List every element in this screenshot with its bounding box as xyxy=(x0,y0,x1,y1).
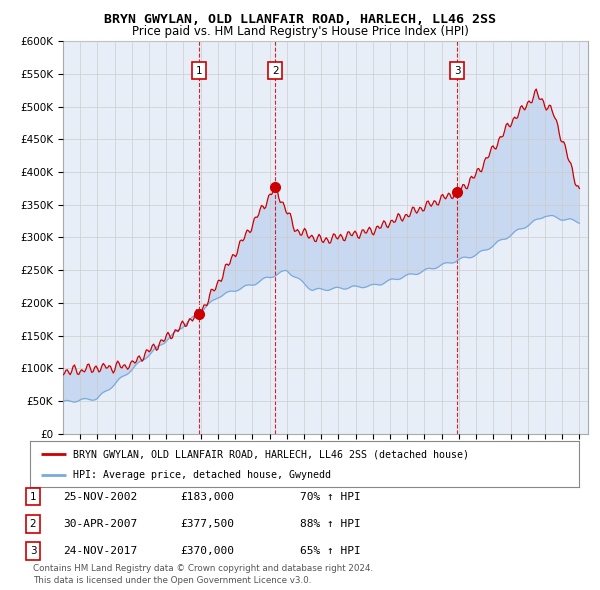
Text: 2: 2 xyxy=(29,519,37,529)
Text: BRYN GWYLAN, OLD LLANFAIR ROAD, HARLECH, LL46 2SS: BRYN GWYLAN, OLD LLANFAIR ROAD, HARLECH,… xyxy=(104,13,496,26)
Text: 3: 3 xyxy=(29,546,37,556)
Text: This data is licensed under the Open Government Licence v3.0.: This data is licensed under the Open Gov… xyxy=(33,576,311,585)
Text: 25-NOV-2002: 25-NOV-2002 xyxy=(63,492,137,502)
Text: £370,000: £370,000 xyxy=(180,546,234,556)
Text: 2: 2 xyxy=(272,65,278,76)
Text: 70% ↑ HPI: 70% ↑ HPI xyxy=(300,492,361,502)
Text: 1: 1 xyxy=(196,65,202,76)
Text: BRYN GWYLAN, OLD LLANFAIR ROAD, HARLECH, LL46 2SS (detached house): BRYN GWYLAN, OLD LLANFAIR ROAD, HARLECH,… xyxy=(73,449,469,459)
Text: £183,000: £183,000 xyxy=(180,492,234,502)
Text: 65% ↑ HPI: 65% ↑ HPI xyxy=(300,546,361,556)
Text: Contains HM Land Registry data © Crown copyright and database right 2024.: Contains HM Land Registry data © Crown c… xyxy=(33,565,373,573)
Text: HPI: Average price, detached house, Gwynedd: HPI: Average price, detached house, Gwyn… xyxy=(73,470,331,480)
Text: 30-APR-2007: 30-APR-2007 xyxy=(63,519,137,529)
Text: 88% ↑ HPI: 88% ↑ HPI xyxy=(300,519,361,529)
Text: 24-NOV-2017: 24-NOV-2017 xyxy=(63,546,137,556)
Text: Price paid vs. HM Land Registry's House Price Index (HPI): Price paid vs. HM Land Registry's House … xyxy=(131,25,469,38)
Text: 3: 3 xyxy=(454,65,460,76)
Text: 1: 1 xyxy=(29,492,37,502)
Text: £377,500: £377,500 xyxy=(180,519,234,529)
